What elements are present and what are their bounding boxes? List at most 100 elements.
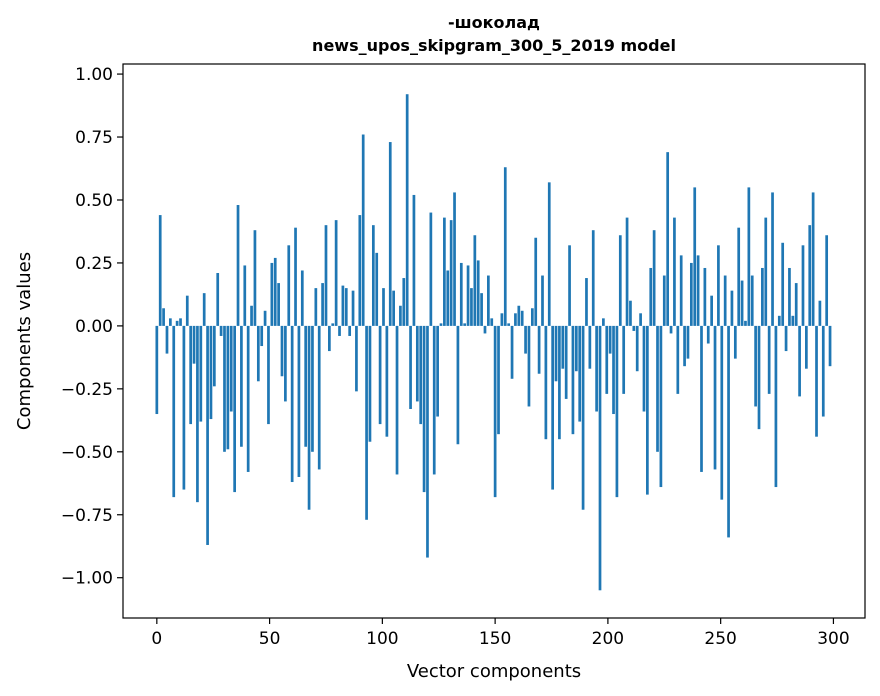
- bar: [233, 325, 236, 493]
- bar: [388, 142, 392, 326]
- bar: [459, 262, 463, 326]
- bar: [179, 318, 182, 326]
- bar: [226, 325, 230, 450]
- bar: [212, 325, 216, 387]
- bar: [365, 325, 368, 520]
- bar: [629, 300, 632, 326]
- bar: [794, 283, 798, 326]
- bar: [307, 325, 311, 510]
- bar: [240, 325, 243, 447]
- bar: [649, 267, 653, 326]
- bar: [344, 288, 348, 326]
- bar: [311, 325, 314, 452]
- bar: [605, 325, 609, 394]
- x-tick-label: 200: [592, 629, 624, 649]
- y-axis-ticks: −1.00 −0.75 −0.50 −0.25 0.00 0.25 0.50 0.75 1.00: [61, 65, 123, 589]
- x-tick-label: 150: [479, 629, 511, 649]
- bar: [517, 305, 521, 326]
- bar: [706, 325, 710, 344]
- bar: [564, 325, 568, 399]
- bar: [287, 245, 291, 326]
- bar: [243, 265, 247, 326]
- bar: [192, 325, 196, 364]
- bar: [236, 205, 240, 326]
- bar: [821, 325, 825, 417]
- bar: [277, 283, 280, 326]
- bar: [815, 325, 818, 437]
- bar: [314, 288, 318, 326]
- bar: [703, 267, 707, 326]
- bar: [696, 255, 700, 326]
- bar: [206, 325, 209, 545]
- bar: [463, 323, 467, 326]
- bar: [382, 288, 385, 326]
- bar: [652, 230, 656, 326]
- y-tick-label: 1.00: [75, 65, 113, 85]
- bar: [399, 305, 402, 326]
- bar: [754, 325, 757, 407]
- x-tick-label: 100: [366, 629, 398, 649]
- y-tick-label: −0.75: [61, 506, 113, 526]
- bar: [547, 182, 551, 326]
- bar: [689, 262, 693, 326]
- bar: [693, 187, 697, 326]
- bar: [480, 293, 483, 326]
- bar: [273, 257, 277, 326]
- bar: [798, 325, 801, 397]
- bar: [449, 220, 453, 326]
- bar: [466, 265, 470, 326]
- bar: [744, 320, 747, 326]
- bar: [358, 215, 362, 326]
- bar: [219, 325, 223, 336]
- bar: [351, 290, 355, 326]
- bar: [784, 325, 788, 352]
- bar: [199, 325, 203, 422]
- bar: [585, 278, 588, 326]
- bar: [520, 310, 524, 326]
- bar: [534, 237, 538, 326]
- bar: [632, 325, 636, 331]
- bar: [740, 280, 744, 326]
- x-axis-ticks: 0 50 100 150 200 250 300: [151, 618, 850, 649]
- bar: [196, 325, 199, 503]
- bar: [554, 325, 558, 382]
- bar: [723, 275, 727, 326]
- x-axis-label: Vector components: [407, 661, 581, 682]
- bar: [470, 288, 473, 326]
- bar: [683, 325, 686, 367]
- bar: [777, 315, 781, 326]
- bar: [270, 262, 274, 326]
- bar: [791, 315, 795, 326]
- bar: [371, 225, 375, 326]
- bar: [256, 325, 260, 382]
- bar: [338, 325, 341, 336]
- bar: [355, 325, 358, 392]
- bar: [656, 325, 659, 452]
- bar: [368, 325, 372, 442]
- bar: [402, 278, 406, 326]
- bar: [324, 225, 328, 326]
- bar: [395, 325, 399, 475]
- bar: [182, 325, 186, 490]
- bar: [216, 273, 220, 326]
- bar: [456, 325, 460, 445]
- bar: [673, 217, 676, 326]
- bar: [639, 313, 642, 326]
- bar: [348, 325, 352, 336]
- bar: [642, 325, 646, 412]
- bar: [514, 313, 517, 326]
- bar: [612, 325, 615, 415]
- bar: [476, 260, 480, 326]
- bar: [622, 325, 626, 394]
- bar: [713, 325, 717, 470]
- bar: [321, 283, 324, 326]
- bar: [767, 325, 771, 394]
- bar: [591, 230, 595, 326]
- bar: [331, 323, 335, 326]
- bar: [290, 325, 294, 483]
- bar: [720, 325, 724, 500]
- bar: [426, 325, 429, 558]
- bar: [263, 310, 267, 326]
- bar: [659, 325, 663, 488]
- bar: [558, 325, 561, 440]
